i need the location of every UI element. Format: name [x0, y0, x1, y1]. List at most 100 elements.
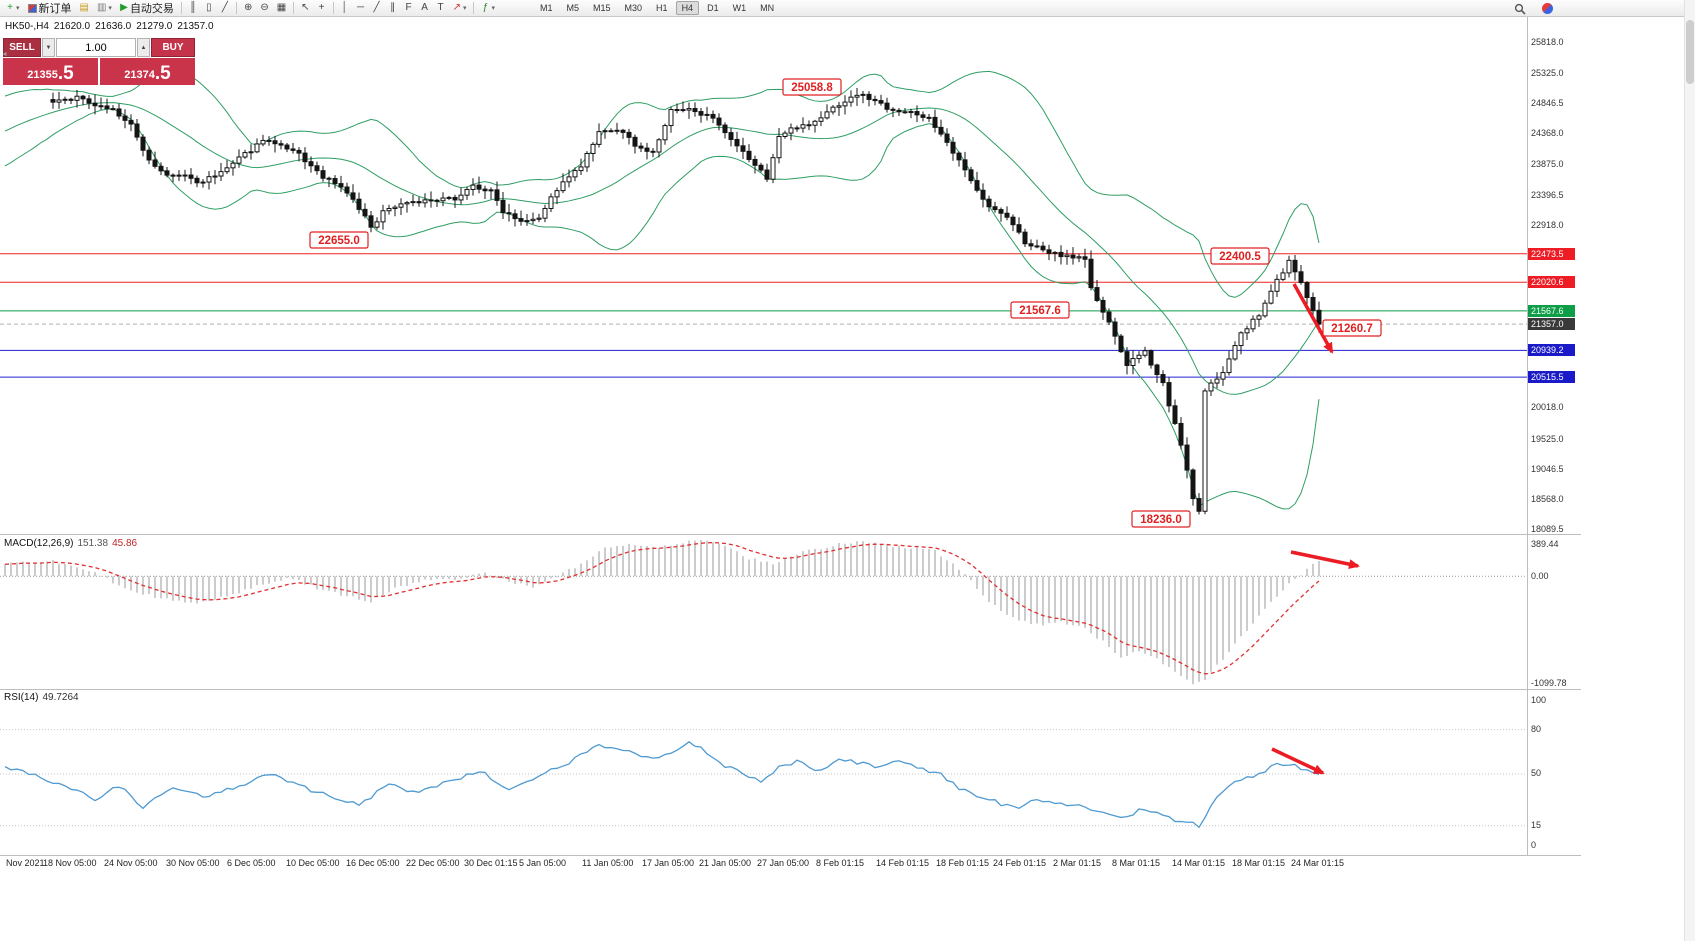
cursor-icon: ↖ — [301, 2, 310, 13]
channel-button[interactable]: ∥ — [385, 1, 401, 16]
price-axis-tick: 23875.0 — [1531, 159, 1564, 170]
zoom-out-button[interactable]: ⊖ — [256, 1, 272, 16]
rsi-value: 49.7264 — [42, 692, 79, 703]
horizontal-line-icon: ─ — [357, 2, 365, 13]
community-button[interactable] — [1538, 1, 1557, 16]
timeframe-d1-button[interactable]: D1 — [707, 3, 719, 13]
rsi-axis-label: 80 — [1531, 724, 1542, 734]
fibonacci-button[interactable]: F — [401, 1, 417, 16]
zoom-in-icon: ⊕ — [243, 2, 253, 13]
community-icon — [1542, 3, 1553, 14]
toolbar-separator — [293, 2, 295, 14]
timeframe-m30-button[interactable]: M30 — [624, 3, 643, 13]
search-button[interactable] — [1510, 1, 1530, 16]
price-axis-tick: 22918.0 — [1531, 219, 1564, 230]
rsi-axis-label: 15 — [1531, 820, 1542, 830]
svg-text:22655.0: 22655.0 — [318, 235, 360, 247]
tile-windows-button[interactable]: ▦ — [273, 1, 290, 16]
crosshair-button[interactable]: + — [314, 1, 330, 16]
profiles-button[interactable]: ▥ ▾ — [93, 1, 116, 16]
horizontal-line-button[interactable]: ─ — [353, 1, 369, 16]
market-watch-button[interactable]: ▤ — [76, 1, 93, 16]
one-click-trade-panel: ◄ SELL ▼ ▲ BUY 21355.5 21374.5 — [1, 38, 195, 85]
new-chart-button[interactable]: + ▾ — [2, 1, 24, 16]
rsi-name: RSI(14) — [4, 692, 39, 703]
chart-line-button[interactable]: ╱ — [217, 1, 233, 16]
time-axis-label: 2 Mar 01:15 — [1053, 858, 1102, 868]
price-tag: 22473.5 — [1528, 247, 1575, 260]
caret-down-icon: ▾ — [16, 5, 20, 12]
time-axis-label: 10 Dec 05:00 — [286, 858, 340, 868]
caret-down-icon: ▾ — [491, 5, 495, 12]
chart-bars-button[interactable]: ║ — [185, 1, 201, 16]
volume-decrease-button[interactable]: ▼ — [42, 38, 55, 57]
cursor-button[interactable]: ↖ — [297, 1, 313, 16]
volume-increase-button[interactable]: ▲ — [137, 38, 150, 57]
time-axis-label: 24 Nov 05:00 — [104, 858, 158, 868]
chart-candles-button[interactable]: ▯ — [201, 1, 217, 16]
caret-up-icon: ▲ — [140, 44, 147, 51]
time-axis-label: 8 Mar 01:15 — [1112, 858, 1161, 868]
indicators-button[interactable]: ƒ ▾ — [477, 1, 499, 16]
volume-input[interactable] — [56, 38, 136, 57]
zoom-in-button[interactable]: ⊕ — [240, 1, 256, 16]
chart-ohlc-header: HK50-,H4 21620.0 21636.0 21279.0 21357.0 — [5, 21, 219, 32]
new-order-button[interactable]: 新订单 — [24, 1, 76, 16]
ohlc-close: 21357.0 — [177, 21, 214, 32]
arrows-button[interactable]: ↗ ▾ — [449, 1, 471, 16]
price-axis-tick: 23396.5 — [1531, 189, 1564, 200]
trade-panel-collapse-button[interactable]: ◄ — [1, 51, 8, 58]
timeframe-h4-button[interactable]: H4 — [675, 1, 700, 15]
timeframe-mn-button[interactable]: MN — [760, 3, 775, 13]
time-axis-label: 22 Dec 05:00 — [406, 858, 460, 868]
price-axis-tick: 19525.0 — [1531, 433, 1564, 444]
time-axis-label: 8 Feb 01:15 — [816, 858, 865, 868]
macd-axis-label: -1099.78 — [1531, 678, 1567, 688]
buy-price-pips: .5 — [154, 63, 171, 84]
time-axis-label: 16 Dec 05:00 — [346, 858, 400, 868]
scrollbar-thumb[interactable] — [1686, 20, 1694, 84]
time-axis-label: 17 Jan 05:00 — [642, 858, 695, 868]
timeframe-m15-button[interactable]: M15 — [593, 3, 611, 13]
sell-button[interactable]: SELL — [3, 38, 41, 57]
rsi-axis-label: 50 — [1531, 768, 1542, 778]
new-chart-icon: + — [7, 2, 13, 13]
buy-button[interactable]: BUY — [151, 38, 195, 57]
vertical-scrollbar[interactable] — [1684, 0, 1695, 941]
price-tag: 21357.0 — [1528, 318, 1575, 331]
buy-price-box[interactable]: 21374.5 — [100, 58, 195, 85]
label-icon: T — [437, 2, 444, 13]
trendline-button[interactable]: ╱ — [369, 1, 385, 16]
indicators-icon: ƒ — [482, 2, 489, 13]
svg-text:21567.6: 21567.6 — [1019, 305, 1061, 317]
sell-price-box[interactable]: 21355.5 — [3, 58, 98, 85]
sell-price: 21355 — [27, 69, 58, 81]
timeframe-m5-button[interactable]: M5 — [566, 3, 580, 13]
timeframe-w1-button[interactable]: W1 — [732, 3, 747, 13]
svg-text:18236.0: 18236.0 — [1140, 514, 1182, 526]
svg-text:21260.7: 21260.7 — [1331, 323, 1373, 335]
market-watch-icon: ▤ — [79, 2, 89, 13]
price-tag: 20939.2 — [1528, 344, 1575, 357]
caret-down-icon: ▾ — [462, 5, 467, 12]
trendline-icon: ╱ — [373, 2, 380, 13]
time-axis-label: 18 Nov 05:00 — [43, 858, 97, 868]
time-axis-label: 18 Mar 01:15 — [1232, 858, 1286, 868]
autotrade-button[interactable]: ▶ 自动交易 — [116, 1, 178, 16]
profiles-icon: ▥ — [96, 2, 107, 13]
time-axis-label: 24 Mar 01:15 — [1291, 858, 1345, 868]
macd-indicator-label: MACD(12,26,9) 151.38 45.86 — [4, 538, 137, 549]
timeframe-h1-button[interactable]: H1 — [656, 3, 668, 13]
sell-price-pips: .5 — [57, 63, 74, 84]
text-button[interactable]: A — [417, 1, 433, 16]
chart-candles-icon: ▯ — [206, 2, 212, 13]
time-axis-label: 18 Feb 01:15 — [936, 858, 990, 868]
timeframe-m1-button[interactable]: M1 — [539, 3, 553, 13]
text-icon: A — [421, 2, 428, 13]
caret-down-icon: ▾ — [108, 5, 112, 12]
time-axis-label: 27 Jan 05:00 — [757, 858, 810, 868]
vertical-line-button[interactable]: │ — [337, 1, 353, 16]
time-axis-label: 14 Feb 01:15 — [876, 858, 930, 868]
label-button[interactable]: T — [433, 1, 449, 16]
